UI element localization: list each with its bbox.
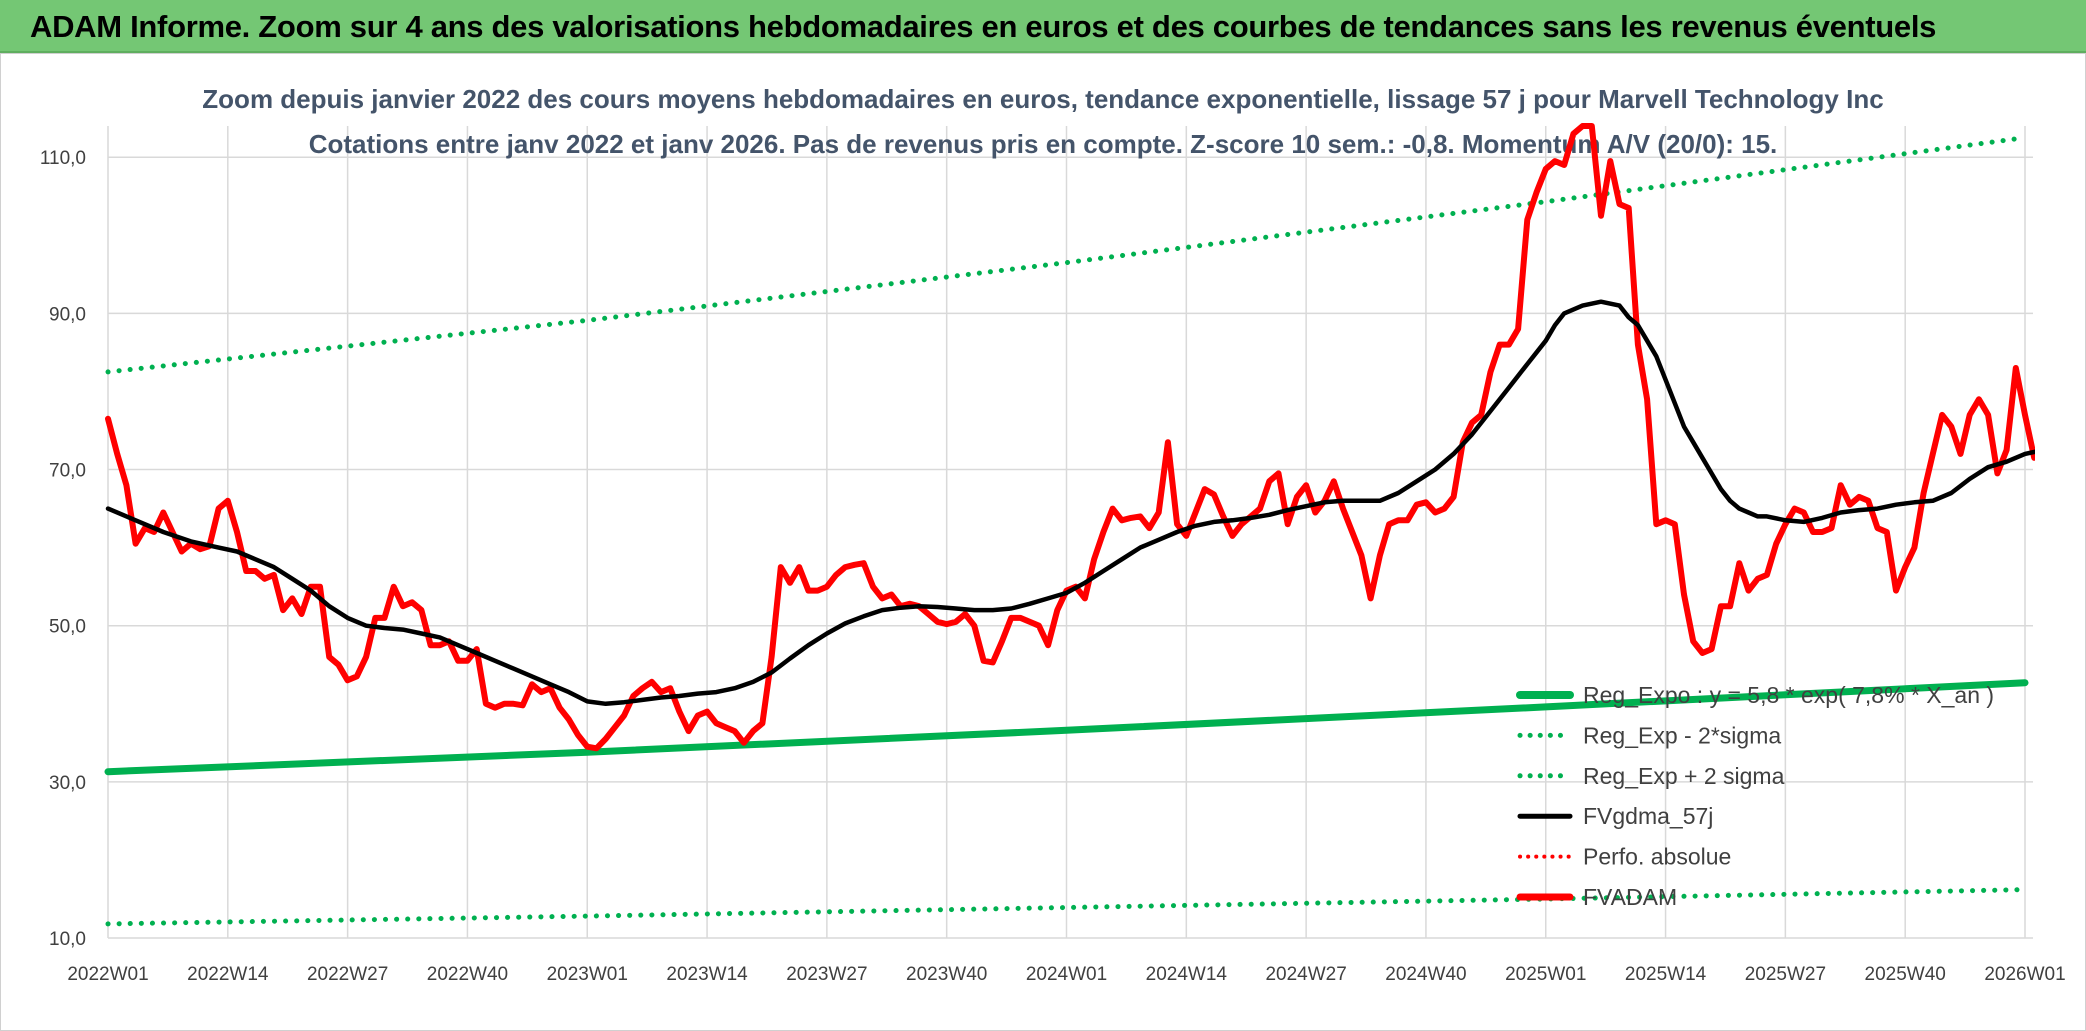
x-tick-label: 2022W01 bbox=[67, 964, 148, 985]
y-tick-label: 30,0 bbox=[49, 773, 86, 794]
y-tick-label: 90,0 bbox=[49, 304, 86, 325]
report-title: ADAM Informe. Zoom sur 4 ans des valoris… bbox=[30, 9, 1937, 44]
series-line-fvadam bbox=[105, 123, 2035, 752]
y-tick-label: 70,0 bbox=[49, 461, 86, 482]
chart-legend: Reg_Expo : y = 5,8 * exp( 7,8% * X_an ) R… bbox=[1516, 682, 1994, 910]
x-tick-label: 2024W01 bbox=[1026, 964, 1107, 985]
x-tick-label: 2024W14 bbox=[1146, 964, 1228, 985]
series-line-fvgdma-57j bbox=[105, 299, 2035, 707]
x-tick-label: 2023W14 bbox=[666, 964, 748, 985]
x-tick-label: 2026W01 bbox=[1984, 964, 2065, 985]
x-tick-label: 2025W27 bbox=[1745, 964, 1826, 985]
legend-label: FVgdma_57j bbox=[1583, 803, 1713, 829]
x-tick-label: 2024W27 bbox=[1265, 964, 1346, 985]
legend-label: Reg_Exp - 2*sigma bbox=[1583, 722, 1781, 748]
y-tick-label: 50,0 bbox=[49, 617, 86, 638]
series-line-reg-exp-2-sigma bbox=[105, 135, 2028, 375]
x-tick-label: 2022W40 bbox=[427, 964, 508, 985]
report-banner: ADAM Informe. Zoom sur 4 ans des valoris… bbox=[0, 0, 2086, 53]
x-tick-label: 2025W01 bbox=[1505, 964, 1586, 985]
x-tick-label: 2022W14 bbox=[187, 964, 269, 985]
y-axis: 10,0 30,0 50,0 70,0 90,0 110,0 bbox=[40, 148, 86, 950]
x-tick-label: 2024W40 bbox=[1385, 964, 1466, 985]
legend-label: Reg_Expo : y = 5,8 * exp( 7,8% * X_an ) bbox=[1583, 682, 1994, 708]
chart-grid bbox=[107, 126, 2033, 939]
legend-label: FVADAM bbox=[1583, 884, 1677, 910]
legend-label: Reg_Exp + 2 sigma bbox=[1583, 763, 1785, 789]
x-tick-label: 2023W40 bbox=[906, 964, 987, 985]
y-tick-label: 110,0 bbox=[40, 148, 86, 169]
x-tick-label: 2025W14 bbox=[1625, 964, 1707, 985]
x-tick-label: 2022W27 bbox=[307, 964, 388, 985]
chart-series bbox=[104, 123, 2035, 927]
series-line-reg-exp-2-sigma bbox=[105, 887, 2028, 927]
x-axis: 2022W01 2022W14 2022W27 2022W40 2023W01 2023W… bbox=[67, 964, 2065, 985]
legend-label: Perfo. absolue bbox=[1583, 844, 1731, 870]
series-line-reg-expo-y-5-8-exp-7-8-x-an bbox=[104, 679, 2029, 776]
x-tick-label: 2023W01 bbox=[547, 964, 628, 985]
chart-subtitle: Cotations entre janv 2022 et janv 2026. … bbox=[309, 129, 1778, 159]
y-tick-label: 10,0 bbox=[49, 929, 86, 950]
chart-title: Zoom depuis janvier 2022 des cours moyen… bbox=[202, 84, 1883, 114]
x-tick-label: 2023W27 bbox=[786, 964, 867, 985]
x-tick-label: 2025W40 bbox=[1865, 964, 1946, 985]
